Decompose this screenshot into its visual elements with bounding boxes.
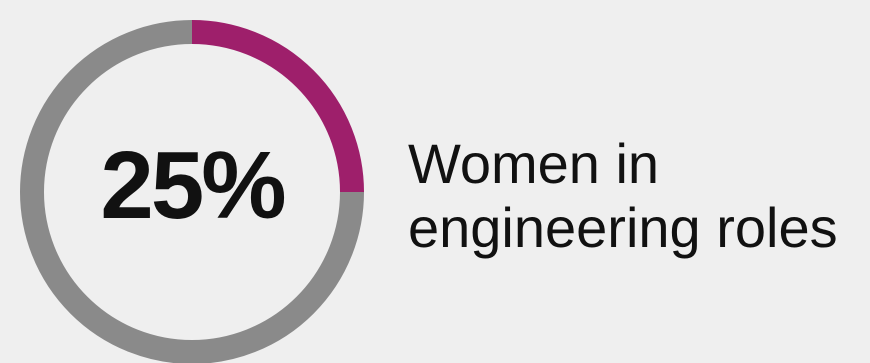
caption-line-1: Women in [408,132,660,195]
donut-chart: 25% [0,0,400,363]
donut-slice-remainder [20,20,364,363]
chart-caption: Women in engineering roles [408,132,868,260]
donut-center-value: 25% [100,132,286,239]
donut-chart-svg [20,20,364,363]
caption-line-2: engineering roles [408,196,838,259]
donut-slice-women [191,20,364,193]
